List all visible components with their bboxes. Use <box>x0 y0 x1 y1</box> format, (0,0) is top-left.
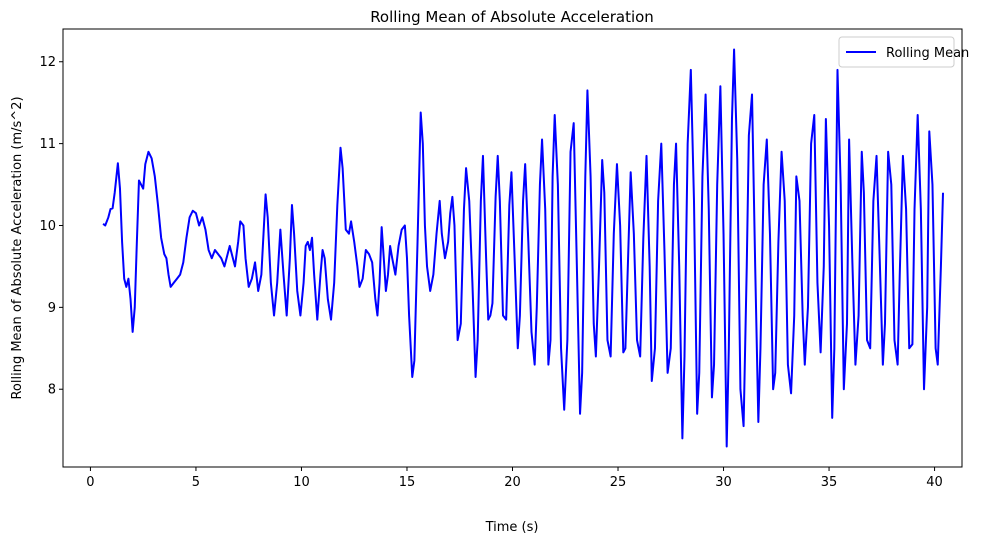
plot-frame <box>62 28 963 468</box>
x-tick-label: 0 <box>86 475 94 490</box>
y-tick-label: 8 <box>48 383 56 398</box>
x-tick-label: 5 <box>192 475 200 490</box>
series-line-rolling-mean <box>102 48 945 448</box>
y-tick-label: 12 <box>39 55 56 70</box>
x-tick-label: 40 <box>926 475 943 490</box>
legend: Rolling Mean <box>838 36 969 68</box>
y-tick-label: 9 <box>48 301 56 316</box>
y-axis-ticks: 8 9 10 11 12 <box>39 55 63 398</box>
x-axis-ticks: 0 5 10 15 20 25 30 35 40 <box>86 467 943 490</box>
y-tick-label: 10 <box>39 219 56 234</box>
x-axis-label: Time (s) <box>485 520 539 535</box>
x-tick-label: 20 <box>504 475 521 490</box>
legend-box <box>838 36 955 68</box>
x-tick-label: 10 <box>293 475 310 490</box>
x-tick-label: 30 <box>715 475 732 490</box>
x-tick-label: 35 <box>821 475 838 490</box>
legend-label-rolling-mean: Rolling Mean <box>886 46 969 61</box>
plot-area <box>63 29 962 467</box>
chart-title: Rolling Mean of Absolute Acceleration <box>370 8 654 26</box>
y-tick-label: 11 <box>39 137 56 152</box>
x-tick-label: 25 <box>610 475 627 490</box>
x-tick-label: 15 <box>399 475 416 490</box>
y-axis-label: Rolling Mean of Absolute Acceleration (m… <box>10 96 25 399</box>
